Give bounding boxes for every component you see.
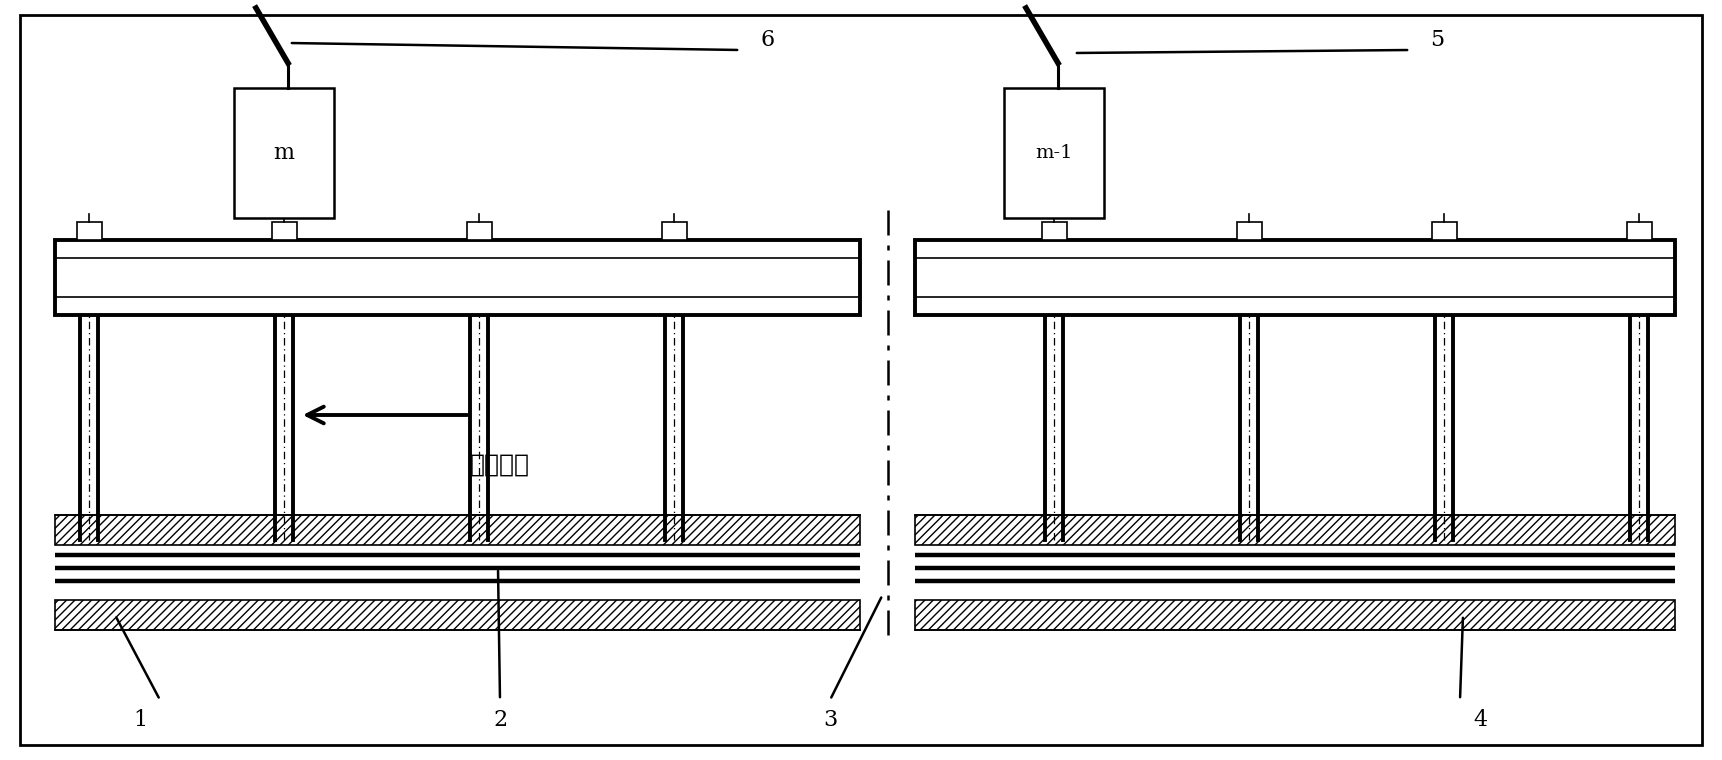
Bar xyxy=(1431,222,1457,240)
Text: 行进方向: 行进方向 xyxy=(470,453,530,477)
Bar xyxy=(272,222,296,240)
Bar xyxy=(234,88,334,218)
Bar xyxy=(1236,222,1262,240)
Bar xyxy=(55,240,859,315)
Text: 6: 6 xyxy=(759,29,775,51)
Text: 1: 1 xyxy=(133,709,146,731)
Text: m: m xyxy=(274,142,294,164)
Bar xyxy=(55,600,859,630)
Bar xyxy=(661,222,687,240)
Text: m-1: m-1 xyxy=(1035,144,1073,162)
Text: 4: 4 xyxy=(1472,709,1488,731)
Bar xyxy=(914,600,1676,630)
Bar xyxy=(1042,222,1066,240)
Bar xyxy=(1627,222,1651,240)
Bar xyxy=(55,515,859,545)
Bar xyxy=(914,240,1676,315)
Bar xyxy=(1004,88,1104,218)
Text: 5: 5 xyxy=(1429,29,1445,51)
Bar xyxy=(914,515,1676,545)
Text: 3: 3 xyxy=(823,709,837,731)
Bar xyxy=(76,222,102,240)
Text: 2: 2 xyxy=(492,709,506,731)
Bar xyxy=(467,222,491,240)
